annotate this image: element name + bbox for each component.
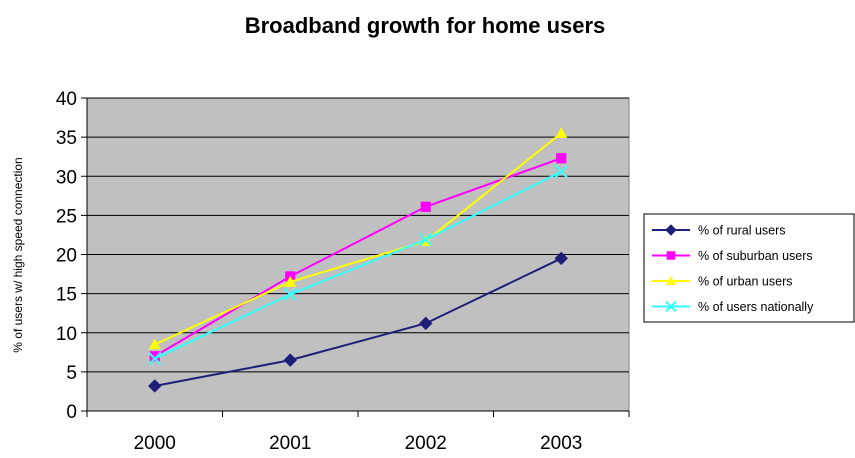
series-3 <box>148 164 568 366</box>
data-point <box>556 153 567 164</box>
data-point <box>148 379 162 393</box>
x-tick-label: 2001 <box>269 433 311 454</box>
series-layer <box>148 127 568 393</box>
x-tick-label: 2000 <box>134 433 176 454</box>
series-line <box>154 257 562 387</box>
x-tick-label: 2003 <box>540 433 582 454</box>
series-line <box>154 132 562 346</box>
data-point <box>283 353 297 367</box>
legend-marker <box>665 224 677 236</box>
legend-box <box>643 213 855 323</box>
y-tick-label: 40 <box>56 89 77 110</box>
y-axis-label: % of users w/ high speed connection <box>11 157 25 352</box>
x-tick-label: 2002 <box>405 433 447 454</box>
y-tick-label: 5 <box>66 363 77 384</box>
legend-label: % of suburban users <box>698 249 813 263</box>
data-point <box>554 251 568 266</box>
data-point <box>419 316 433 331</box>
series-line <box>154 157 562 358</box>
data-point <box>284 275 297 287</box>
legend-label: % of rural users <box>698 224 786 238</box>
data-point <box>283 287 297 302</box>
legend-item: % of rural users <box>652 224 786 238</box>
legend-item: % of suburban users <box>652 249 813 263</box>
data-point <box>554 164 568 179</box>
data-point <box>419 232 433 247</box>
data-point <box>148 351 162 366</box>
legend-marker <box>666 276 676 285</box>
y-axis: 0 5 10 15 20 25 30 35 40 <box>56 89 88 423</box>
data-point <box>420 201 431 212</box>
data-point <box>555 127 568 139</box>
legend-marker <box>666 251 676 260</box>
series-0 <box>148 251 568 393</box>
series-line <box>154 170 562 360</box>
legend-label: % of users nationally <box>698 300 814 314</box>
y-tick-label: 30 <box>56 167 77 188</box>
legend-label: % of urban users <box>698 275 793 289</box>
y-tick-label: 35 <box>56 128 77 149</box>
y-tick-label: 25 <box>56 206 77 227</box>
y-tick-label: 15 <box>56 285 77 306</box>
data-point <box>148 338 161 350</box>
legend-item: % of users nationally <box>652 300 814 314</box>
legend-marker <box>665 300 677 313</box>
legend-item: % of urban users <box>652 275 793 289</box>
y-tick-label: 20 <box>56 246 77 267</box>
x-axis: 2000 2001 2002 2003 <box>86 410 630 454</box>
legend: % of rural users % of suburban users % of … <box>643 213 855 323</box>
y-tick-label: 10 <box>56 324 77 345</box>
y-tick-label: 0 <box>66 402 77 423</box>
chart-title: Broadband growth for home users <box>245 13 606 38</box>
data-point <box>149 351 160 362</box>
